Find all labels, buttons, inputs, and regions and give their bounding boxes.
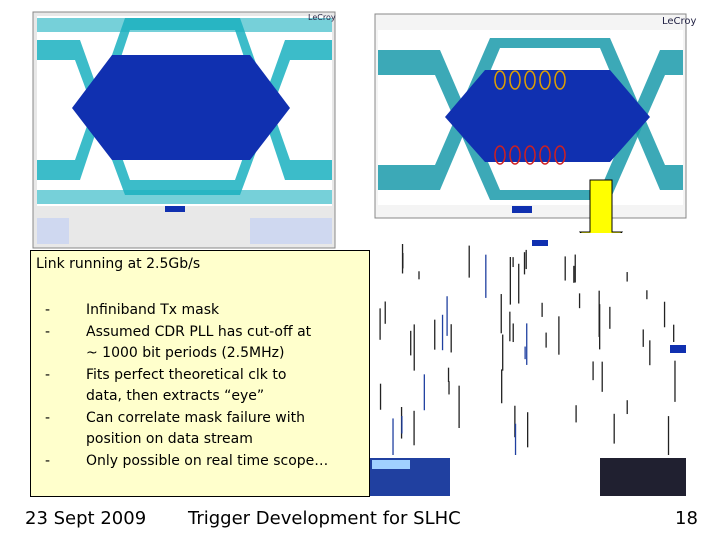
left-scope: LeCroy <box>32 11 336 249</box>
page-number: 18 <box>675 508 698 529</box>
bullet-marker: - <box>45 452 51 469</box>
readout <box>37 218 69 244</box>
brand: LeCroy <box>662 16 697 27</box>
failure-marks <box>494 70 566 90</box>
bullet-marker: - <box>45 323 51 340</box>
brand: LeCroy <box>308 13 336 22</box>
eye-mask <box>445 70 650 162</box>
footer-title: Trigger Development for SLHC <box>188 508 461 529</box>
text-box <box>30 250 370 497</box>
mask-band <box>37 190 332 204</box>
mask-band <box>37 18 332 32</box>
bullet-marker: - <box>45 366 51 383</box>
bullet-text: Fits perfect theoretical clk to <box>86 366 287 383</box>
marker <box>532 240 548 246</box>
right-scope: LeCroy <box>374 13 697 219</box>
readout <box>372 460 410 469</box>
bullet-text: position on data stream <box>86 431 253 447</box>
readout <box>600 458 686 496</box>
readout <box>250 218 332 244</box>
bullet-text: data, then extracts “eye” <box>86 388 265 404</box>
bullet-text: Assumed CDR PLL has cut-off at <box>86 323 312 340</box>
marker <box>670 345 686 353</box>
bullet-marker: - <box>45 409 51 426</box>
bullet-text: Only possible on real time scope… <box>86 452 329 469</box>
marker <box>165 206 185 212</box>
bullet-text: Infiniband Tx mask <box>86 302 220 318</box>
eye-trace <box>378 50 683 200</box>
eye-trace <box>378 38 683 190</box>
marker <box>512 206 532 213</box>
footer-date: 23 Sept 2009 <box>25 508 147 529</box>
bullet-text: ~ 1000 bit periods (2.5MHz) <box>86 345 285 361</box>
box-title: Link running at 2.5Gb/s <box>36 256 201 272</box>
data-stream-plot <box>370 233 686 496</box>
bullet-text: Can correlate mask failure with <box>86 409 305 426</box>
bullet-marker: - <box>45 302 51 318</box>
eye-mask <box>72 55 290 160</box>
failure-marks <box>494 145 566 165</box>
